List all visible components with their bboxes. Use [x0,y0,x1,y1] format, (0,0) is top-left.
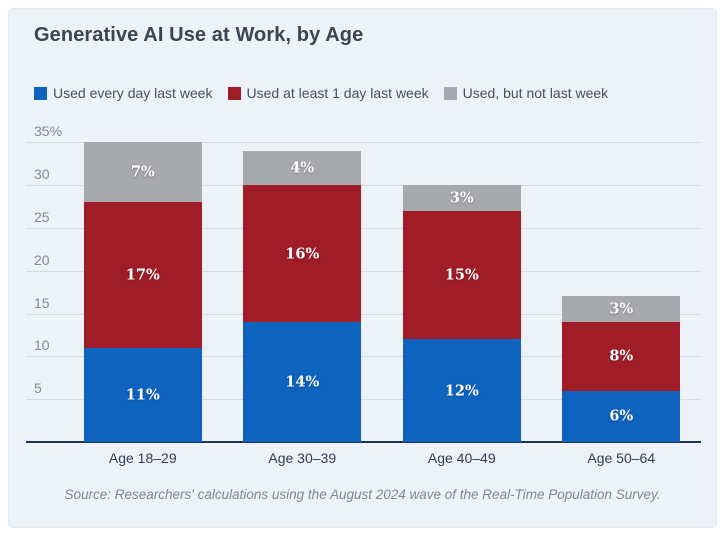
x-axis-label: Age 40–49 [427,450,496,466]
gridline [26,399,701,401]
bar-segment: 6% [562,390,681,442]
bar-segment: 8% [562,322,681,391]
y-tick-label: 30 [34,166,50,183]
x-axis-label: Age 18–29 [108,450,177,466]
gridline [26,227,701,229]
bar-value-label: 17% [125,266,160,284]
bar-value-label: 15% [444,266,479,284]
bar-value-label: 3% [449,189,474,207]
bar-value-label: 16% [285,245,320,263]
bar-age-40–49: 3% 15% 12% [402,185,521,442]
bar-segment: 11% [83,347,202,442]
gridline [26,270,701,272]
page-title: Generative AI Use at Work, by Age [34,24,364,46]
bar-value-label: 12% [444,382,479,400]
chart-card: Generative AI Use at Work, by Age Used e… [8,8,717,528]
bar-segment: 4% [243,150,362,186]
legend-item: Used, but not last week [443,85,609,101]
legend-item: Used every day last week [34,85,213,101]
x-axis-label: Age 30–39 [268,450,337,466]
bar-segment: 3% [402,185,521,211]
bar-value-label: 3% [609,300,634,318]
bar-age-30–39: 4% 16% 14% [243,150,362,442]
bar-segment: 17% [83,202,202,348]
y-tick-label: 25 [34,208,50,225]
bar-segment: 7% [83,142,202,203]
bar-value-label: 8% [609,347,634,365]
bar-value-label: 7% [130,163,155,181]
bar-value-label: 11% [125,386,160,404]
y-tick-label: 20 [34,251,50,268]
bar-segment: 3% [562,296,681,323]
bar-value-label: 6% [609,407,634,425]
legend-item: Used at least 1 day last week [227,85,429,101]
legend: Used every day last week Used at least 1 … [34,85,608,101]
legend-swatch-icon [34,86,47,100]
source-note: Source: Researchers' calculations using … [64,487,661,502]
bar-age-18–29: 7% 17% 11% [83,142,202,442]
y-tick-label: 35% [34,123,63,140]
legend-label: Used at least 1 day last week [246,85,429,101]
x-axis-baseline [26,441,701,443]
stacked-bar-chart: 5 10 15 20 25 30 35% 7% 17% 11% Age 18–29 4% 16% 14% A… [26,123,701,466]
legend-swatch-icon [443,86,457,100]
legend-swatch-icon [227,86,241,100]
x-axis-label: Age 50–64 [587,450,656,466]
bar-value-label: 4% [290,159,315,177]
legend-label: Used every day last week [53,85,213,101]
bar-segment: 15% [402,210,521,340]
gridline [26,185,701,187]
legend-label: Used, but not last week [462,85,609,101]
gridline [26,356,701,358]
y-tick-label: 15 [34,294,50,311]
gridline [26,313,701,315]
y-tick-label: 10 [34,337,50,354]
bar-age-50–64: 3% 8% 6% [562,296,681,442]
bar-segment: 14% [243,322,362,442]
bar-segment: 16% [243,185,362,323]
bar-value-label: 14% [285,373,320,391]
gridline [26,142,701,144]
bar-segment: 12% [402,339,521,442]
y-tick-label: 5 [34,380,42,397]
